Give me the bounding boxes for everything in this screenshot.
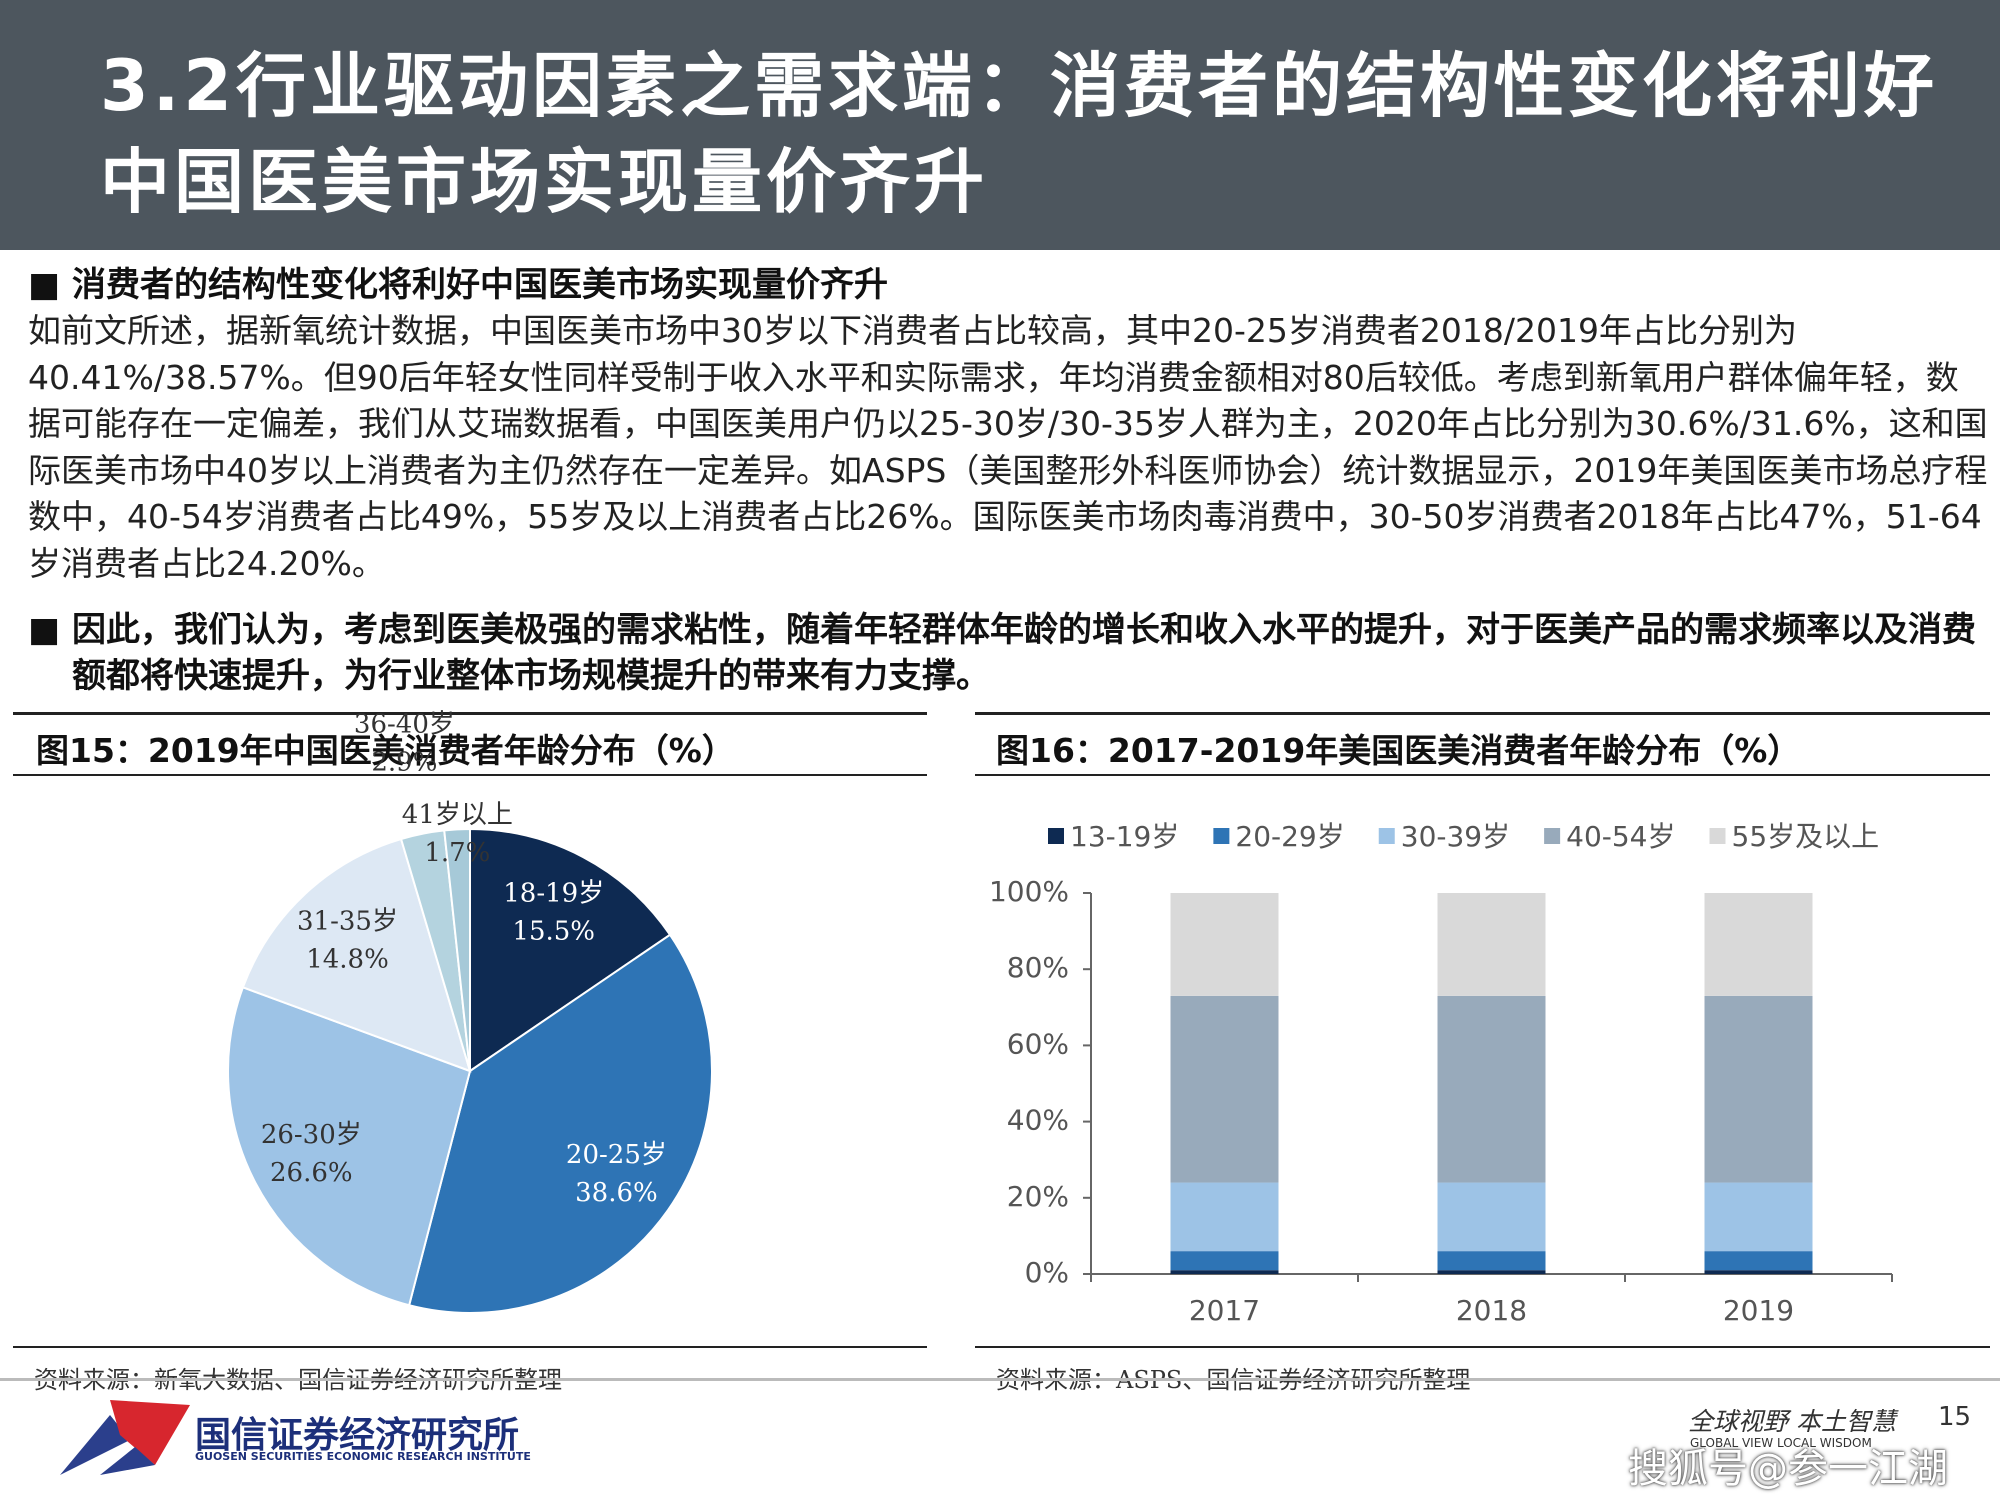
bar-segment bbox=[1704, 995, 1813, 1183]
bar-segment bbox=[1170, 1251, 1279, 1271]
bar-segment bbox=[1437, 1270, 1546, 1274]
rule bbox=[13, 1346, 927, 1348]
header-band bbox=[0, 0, 2000, 250]
bar-segment bbox=[1704, 1251, 1813, 1271]
watermark: 搜狐号@参一江湖 bbox=[1628, 1446, 1948, 1492]
pie-slice bbox=[407, 933, 713, 1314]
page-number: 15 bbox=[1938, 1402, 1972, 1432]
legend-swatch bbox=[1213, 828, 1230, 844]
pie-value-label: 2.9% bbox=[371, 748, 437, 778]
bar-segment bbox=[1437, 1182, 1546, 1252]
pie-label: 20-25岁 bbox=[566, 1140, 667, 1170]
legend-label: 20-29岁 bbox=[1235, 820, 1344, 853]
pie-label: 26-30岁 bbox=[261, 1120, 362, 1150]
slogan-en: GLOBAL VIEW LOCAL WISDOM bbox=[1690, 1436, 1872, 1450]
y-tick-label: 0% bbox=[1025, 1256, 1069, 1289]
bullet-mark: ■ bbox=[28, 610, 72, 650]
legend-swatch bbox=[1709, 828, 1726, 844]
pie-value-label: 1.7% bbox=[424, 838, 490, 868]
page-title: 3.2行业驱动因素之需求端：消费者的结构性变化将利好中国医美市场实现量价齐升 bbox=[100, 45, 1939, 223]
y-tick-label: 60% bbox=[1007, 1027, 1069, 1060]
bar-segment bbox=[1704, 1182, 1813, 1252]
pie-value-label: 38.6% bbox=[575, 1178, 658, 1208]
section-heading: 消费者的结构性变化将利好中国医美市场实现量价齐升 bbox=[71, 265, 888, 305]
pie-slice bbox=[469, 827, 672, 1073]
pie-value-label: 15.5% bbox=[512, 917, 595, 947]
bar-segment bbox=[1170, 1270, 1279, 1274]
pie-label: 31-35岁 bbox=[297, 906, 398, 936]
pie-label: 18-19岁 bbox=[503, 879, 604, 909]
bullet-conclusion: ■ 因此，我们认为，考虑到医美极强的需求粘性，随着年轻群体年龄的增长和收入水平的… bbox=[28, 607, 1990, 699]
x-tick-label: 2018 bbox=[1456, 1294, 1527, 1327]
rule bbox=[13, 774, 927, 776]
legend-swatch bbox=[1378, 828, 1395, 844]
legend-label: 55岁及以上 bbox=[1732, 820, 1880, 853]
pie-slice bbox=[443, 827, 471, 1072]
bar-segment bbox=[1437, 1251, 1546, 1271]
slogan: 全球视野 本土智慧 bbox=[1688, 1407, 1896, 1436]
x-tick-label: 2019 bbox=[1723, 1294, 1794, 1327]
bar-segment bbox=[1170, 893, 1279, 996]
bar-segment bbox=[1170, 1182, 1279, 1252]
x-tick-label: 2017 bbox=[1189, 1294, 1260, 1327]
rule bbox=[975, 712, 1990, 715]
bar-segment bbox=[1170, 995, 1279, 1183]
figure-title: 图15：2019年中国医美消费者年龄分布（%） bbox=[36, 731, 735, 770]
conclusion: 因此，我们认为，考虑到医美极强的需求粘性，随着年轻群体年龄的增长和收入水平的提升… bbox=[71, 610, 1976, 696]
bar-segment bbox=[1704, 893, 1813, 996]
logo-mark bbox=[60, 1400, 190, 1475]
pie-label: 36-40岁 bbox=[354, 710, 455, 740]
pie-value-label: 26.6% bbox=[270, 1158, 353, 1188]
y-tick-label: 80% bbox=[1007, 951, 1069, 984]
logo-cn: 国信证券经济研究所 bbox=[195, 1415, 520, 1456]
section-paragraph: 如前文所述，据新氧统计数据，中国医美市场中30岁以下消费者占比较高，其中20-2… bbox=[28, 311, 1988, 583]
legend-swatch bbox=[1048, 828, 1064, 844]
legend-label: 40-54岁 bbox=[1566, 820, 1675, 853]
bar-segment bbox=[1437, 995, 1546, 1183]
bar-segment bbox=[1437, 893, 1546, 996]
pie-slice bbox=[241, 837, 472, 1073]
figure-title: 图16：2017-2019年美国医美消费者年龄分布（%） bbox=[996, 731, 1801, 770]
y-tick-label: 20% bbox=[1007, 1180, 1069, 1213]
pie-slice bbox=[227, 986, 472, 1307]
y-tick-label: 100% bbox=[989, 875, 1069, 908]
pie-label: 41岁以上 bbox=[402, 800, 513, 830]
rule bbox=[975, 774, 1990, 776]
pie-value-label: 14.8% bbox=[306, 944, 389, 974]
legend-label: 13-19岁 bbox=[1070, 820, 1179, 853]
rule bbox=[975, 1346, 1990, 1348]
y-tick-label: 40% bbox=[1007, 1104, 1069, 1137]
legend-swatch bbox=[1544, 828, 1561, 844]
legend-label: 30-39岁 bbox=[1401, 820, 1510, 853]
rule bbox=[13, 712, 927, 715]
bullet-heading: ■ 消费者的结构性变化将利好中国医美市场实现量价齐升 bbox=[28, 265, 888, 305]
logo-en: GUOSEN SECURITIES ECONOMIC RESEARCH INST… bbox=[195, 1450, 531, 1463]
bar-segment bbox=[1704, 1270, 1813, 1274]
footer-rule bbox=[0, 1378, 2000, 1381]
